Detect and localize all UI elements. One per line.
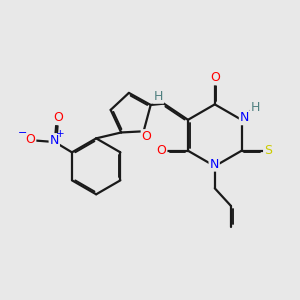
Text: O: O bbox=[26, 134, 35, 146]
Text: N: N bbox=[209, 158, 219, 171]
Text: +: + bbox=[56, 129, 65, 139]
Text: H: H bbox=[251, 101, 260, 114]
Text: −: − bbox=[18, 128, 27, 138]
Text: O: O bbox=[157, 144, 166, 157]
Text: N: N bbox=[50, 134, 59, 147]
Text: O: O bbox=[53, 111, 63, 124]
Text: N: N bbox=[240, 111, 249, 124]
Text: S: S bbox=[264, 144, 272, 157]
Text: H: H bbox=[154, 90, 163, 103]
Text: O: O bbox=[210, 71, 220, 84]
Text: O: O bbox=[142, 130, 152, 143]
